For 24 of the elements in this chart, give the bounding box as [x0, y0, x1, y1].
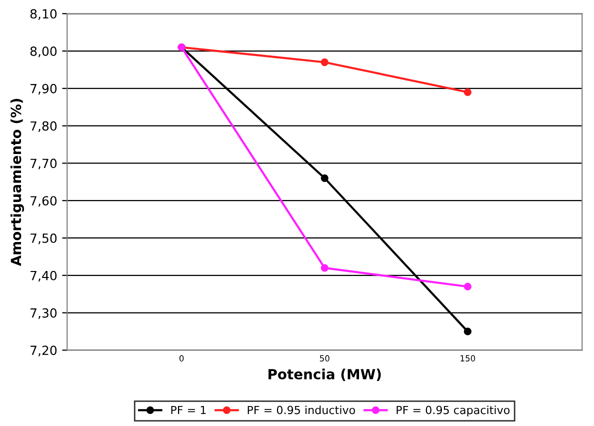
point	[320, 58, 328, 66]
x-tick-label: 50	[320, 355, 330, 362]
y-tick-label: 7,60	[30, 196, 57, 207]
y-tick-label: 7,20	[30, 346, 57, 356]
y-tick-label: 7,90	[30, 84, 57, 95]
point	[320, 174, 328, 182]
point	[464, 88, 472, 96]
legend-label: PF = 0.95 inductivo	[248, 406, 356, 414]
y-tick-label: 8,10	[30, 9, 57, 20]
x-axis-title: Potencia (MW)	[268, 368, 381, 382]
y-tick-label: 7,50	[30, 233, 57, 244]
y-tick-label: 7,70	[30, 158, 57, 170]
y-tick-label: 8,00	[30, 46, 57, 58]
x-tick-label: 0	[179, 355, 184, 362]
legend-label: PF = 0.95 capacitivo	[396, 406, 510, 416]
y-tick-label: 7,30	[30, 308, 57, 319]
x-tick-label: 150	[460, 355, 476, 362]
point	[320, 264, 328, 272]
y-tick-label: 7,40	[30, 270, 57, 282]
y-tick-label: 7,80	[30, 121, 57, 132]
legend-label: PF = 1	[171, 406, 206, 414]
y-axis-title: Amortiguamiento (%)	[10, 98, 24, 266]
point	[464, 328, 472, 336]
point	[464, 282, 472, 290]
